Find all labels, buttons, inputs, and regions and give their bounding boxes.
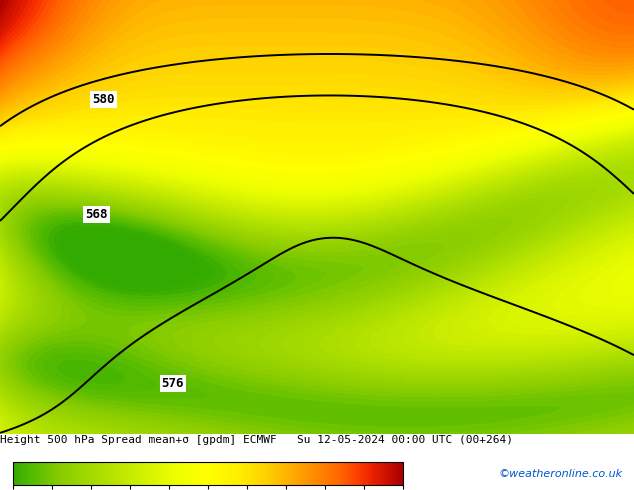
Text: ©weatheronline.co.uk: ©weatheronline.co.uk xyxy=(498,469,622,479)
Text: 568: 568 xyxy=(86,208,108,221)
Text: 576: 576 xyxy=(162,377,184,390)
Text: 580: 580 xyxy=(92,93,114,106)
Text: Height 500 hPa Spread mean+σ [gpdm] ECMWF   Su 12-05-2024 00:00 UTC (00+264): Height 500 hPa Spread mean+σ [gpdm] ECMW… xyxy=(0,435,513,445)
